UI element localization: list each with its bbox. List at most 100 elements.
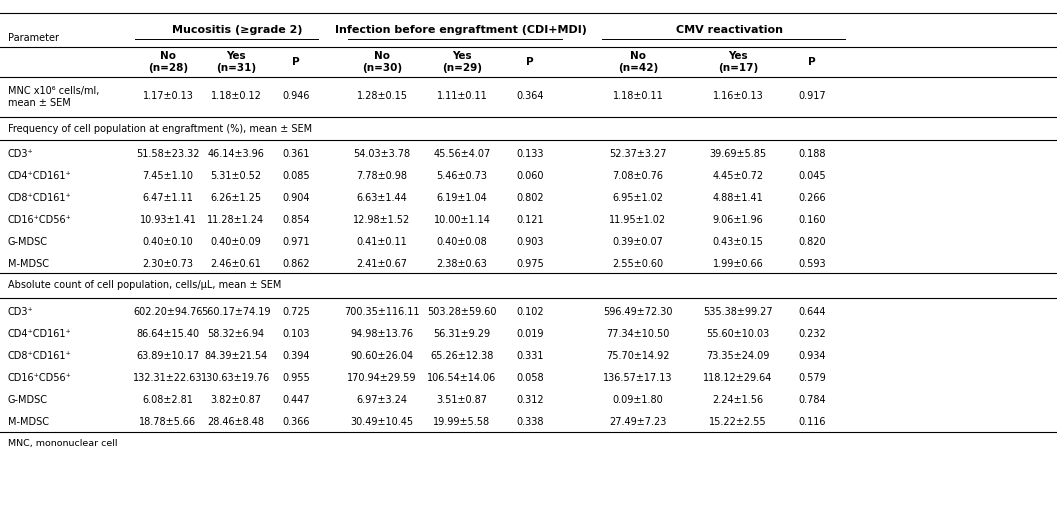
- Text: 5.46±0.73: 5.46±0.73: [437, 171, 487, 181]
- Text: 1.18±0.11: 1.18±0.11: [613, 91, 664, 101]
- Text: 0.41±0.11: 0.41±0.11: [356, 236, 407, 246]
- Text: 106.54±14.06: 106.54±14.06: [427, 372, 497, 382]
- Text: 1.11±0.11: 1.11±0.11: [437, 91, 487, 101]
- Text: 51.58±23.32: 51.58±23.32: [136, 148, 200, 159]
- Text: 0.447: 0.447: [282, 394, 310, 404]
- Text: G-MDSC: G-MDSC: [8, 394, 48, 404]
- Text: 54.03±3.78: 54.03±3.78: [353, 148, 410, 159]
- Text: 0.366: 0.366: [282, 416, 310, 426]
- Text: 65.26±12.38: 65.26±12.38: [430, 350, 494, 360]
- Text: 2.41±0.67: 2.41±0.67: [356, 259, 408, 269]
- Text: P: P: [526, 57, 534, 67]
- Text: CD8⁺CD161⁺: CD8⁺CD161⁺: [8, 192, 72, 203]
- Text: 7.08±0.76: 7.08±0.76: [612, 171, 664, 181]
- Text: 2.38±0.63: 2.38±0.63: [437, 259, 487, 269]
- Text: 12.98±1.52: 12.98±1.52: [353, 215, 410, 225]
- Text: 0.160: 0.160: [798, 215, 826, 225]
- Text: 602.20±94.76: 602.20±94.76: [133, 307, 203, 316]
- Text: 56.31±9.29: 56.31±9.29: [433, 328, 490, 338]
- Text: 9.06±1.96: 9.06±1.96: [712, 215, 763, 225]
- Text: 10.93±1.41: 10.93±1.41: [140, 215, 197, 225]
- Text: 90.60±26.04: 90.60±26.04: [351, 350, 413, 360]
- Text: 0.784: 0.784: [798, 394, 826, 404]
- Text: 63.89±10.17: 63.89±10.17: [136, 350, 200, 360]
- Text: 132.31±22.63: 132.31±22.63: [133, 372, 203, 382]
- Text: 0.40±0.08: 0.40±0.08: [437, 236, 487, 246]
- Text: 0.820: 0.820: [798, 236, 826, 246]
- Text: 11.28±1.24: 11.28±1.24: [207, 215, 264, 225]
- Text: CD8⁺CD161⁺: CD8⁺CD161⁺: [8, 350, 72, 360]
- Text: 0.121: 0.121: [516, 215, 543, 225]
- Text: 0.644: 0.644: [798, 307, 826, 316]
- Text: 4.45±0.72: 4.45±0.72: [712, 171, 763, 181]
- Text: No
(n=42): No (n=42): [618, 51, 659, 73]
- Text: 130.63±19.76: 130.63±19.76: [202, 372, 271, 382]
- Text: 84.39±21.54: 84.39±21.54: [204, 350, 267, 360]
- Text: 30.49±10.45: 30.49±10.45: [351, 416, 413, 426]
- Text: 6.95±1.02: 6.95±1.02: [612, 192, 664, 203]
- Text: 10.00±1.14: 10.00±1.14: [433, 215, 490, 225]
- Text: 0.946: 0.946: [282, 91, 310, 101]
- Text: 2.55±0.60: 2.55±0.60: [612, 259, 664, 269]
- Text: 2.24±1.56: 2.24±1.56: [712, 394, 763, 404]
- Text: 6.63±1.44: 6.63±1.44: [356, 192, 407, 203]
- Text: 39.69±5.85: 39.69±5.85: [709, 148, 766, 159]
- Text: 1.18±0.12: 1.18±0.12: [210, 91, 261, 101]
- Text: 7.45±1.10: 7.45±1.10: [143, 171, 193, 181]
- Text: 6.26±1.25: 6.26±1.25: [210, 192, 261, 203]
- Text: Infection before engraftment (CDI+MDI): Infection before engraftment (CDI+MDI): [335, 25, 587, 35]
- Text: 0.40±0.10: 0.40±0.10: [143, 236, 193, 246]
- Text: CD3⁺: CD3⁺: [8, 307, 34, 316]
- Text: 596.49±72.30: 596.49±72.30: [604, 307, 672, 316]
- Text: 77.34±10.50: 77.34±10.50: [607, 328, 670, 338]
- Text: MNC, mononuclear cell: MNC, mononuclear cell: [8, 439, 117, 447]
- Text: 535.38±99.27: 535.38±99.27: [703, 307, 773, 316]
- Text: 0.133: 0.133: [516, 148, 543, 159]
- Text: 19.99±5.58: 19.99±5.58: [433, 416, 490, 426]
- Text: Yes
(n=31): Yes (n=31): [216, 51, 256, 73]
- Text: 0.40±0.09: 0.40±0.09: [210, 236, 261, 246]
- Text: M-MDSC: M-MDSC: [8, 259, 49, 269]
- Text: Parameter: Parameter: [8, 33, 59, 43]
- Text: 52.37±3.27: 52.37±3.27: [609, 148, 667, 159]
- Text: No
(n=28): No (n=28): [148, 51, 188, 73]
- Text: 503.28±59.60: 503.28±59.60: [427, 307, 497, 316]
- Text: Frequency of cell population at engraftment (%), mean ± SEM: Frequency of cell population at engraftm…: [8, 124, 312, 134]
- Text: 27.49±7.23: 27.49±7.23: [609, 416, 667, 426]
- Text: 94.98±13.76: 94.98±13.76: [351, 328, 413, 338]
- Text: 0.338: 0.338: [516, 416, 543, 426]
- Text: CMV reactivation: CMV reactivation: [676, 25, 783, 35]
- Text: 73.35±24.09: 73.35±24.09: [706, 350, 769, 360]
- Text: 0.579: 0.579: [798, 372, 826, 382]
- Text: 0.085: 0.085: [282, 171, 310, 181]
- Text: 0.09±1.80: 0.09±1.80: [613, 394, 664, 404]
- Text: 28.46±8.48: 28.46±8.48: [207, 416, 264, 426]
- Text: 11.95±1.02: 11.95±1.02: [610, 215, 667, 225]
- Text: 0.971: 0.971: [282, 236, 310, 246]
- Text: 0.019: 0.019: [516, 328, 543, 338]
- Text: 3.82±0.87: 3.82±0.87: [210, 394, 261, 404]
- Text: P: P: [809, 57, 816, 67]
- Text: MNC x10⁶ cells/ml,: MNC x10⁶ cells/ml,: [8, 86, 99, 96]
- Text: 2.46±0.61: 2.46±0.61: [210, 259, 261, 269]
- Text: 0.854: 0.854: [282, 215, 310, 225]
- Text: Mucositis (≥grade 2): Mucositis (≥grade 2): [171, 25, 302, 35]
- Text: 0.862: 0.862: [282, 259, 310, 269]
- Text: 118.12±29.64: 118.12±29.64: [703, 372, 773, 382]
- Text: CD4⁺CD161⁺: CD4⁺CD161⁺: [8, 171, 72, 181]
- Text: 0.103: 0.103: [282, 328, 310, 338]
- Text: 0.39±0.07: 0.39±0.07: [613, 236, 664, 246]
- Text: 136.57±17.13: 136.57±17.13: [604, 372, 672, 382]
- Text: CD3⁺: CD3⁺: [8, 148, 34, 159]
- Text: 0.593: 0.593: [798, 259, 826, 269]
- Text: 0.188: 0.188: [798, 148, 826, 159]
- Text: 0.903: 0.903: [516, 236, 543, 246]
- Text: 58.32±6.94: 58.32±6.94: [207, 328, 264, 338]
- Text: 0.955: 0.955: [282, 372, 310, 382]
- Text: 6.97±3.24: 6.97±3.24: [356, 394, 408, 404]
- Text: 7.78±0.98: 7.78±0.98: [356, 171, 408, 181]
- Text: 6.47±1.11: 6.47±1.11: [143, 192, 193, 203]
- Text: 0.975: 0.975: [516, 259, 544, 269]
- Text: 0.266: 0.266: [798, 192, 826, 203]
- Text: 170.94±29.59: 170.94±29.59: [348, 372, 416, 382]
